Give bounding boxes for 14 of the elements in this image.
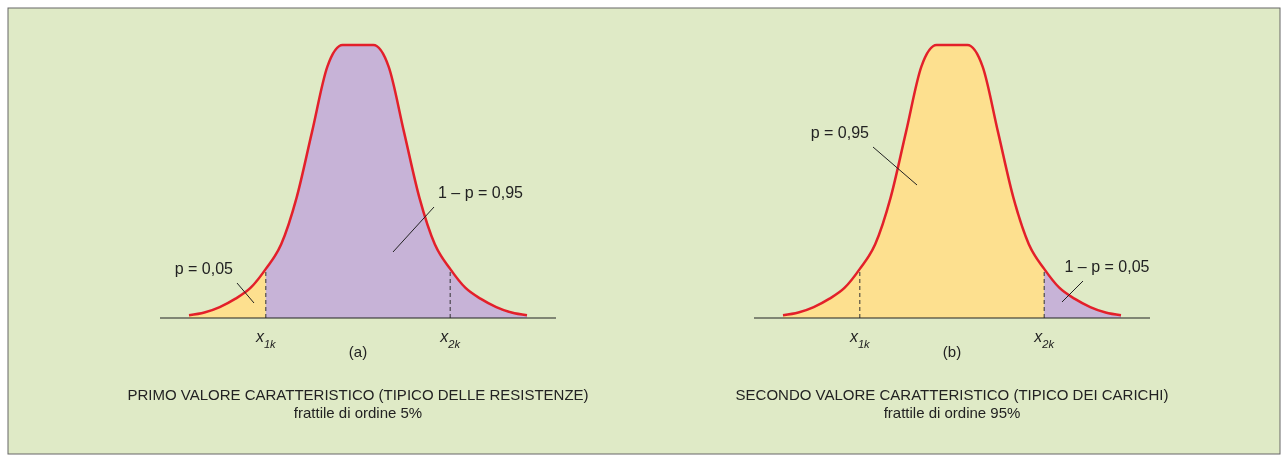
- x-axis-title: (b): [942, 343, 962, 360]
- text: frattile di ordine 95%: [883, 404, 1021, 421]
- text: frattile di ordine 5%: [293, 404, 423, 421]
- annotation: 1 – p = 0,95: [438, 184, 524, 201]
- text: PRIMO VALORE CARATTERISTICO (TIPICO DELLE RESISTENZE): [127, 386, 589, 403]
- annotation: p = 0,95: [810, 124, 870, 141]
- x-tick-label: x$_{2k}$: [439, 328, 462, 350]
- text: SECONDO VALORE CARATTERISTICO (TIPICO DEI CARICHI): [735, 386, 1169, 403]
- x-axis-title: (a): [348, 343, 368, 360]
- x-tick-label: x$_{1k}$: [254, 328, 278, 350]
- x-tick-label: x$_{2k}$: [1033, 328, 1056, 350]
- annotation: p = 0,05: [174, 260, 234, 277]
- annotation: 1 – p = 0,05: [1064, 258, 1150, 275]
- x-tick-label: x$_{1k}$: [848, 328, 872, 350]
